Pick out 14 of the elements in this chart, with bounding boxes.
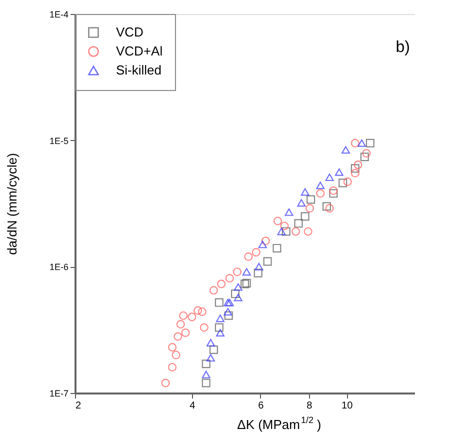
y-tick-label: 1E-7 [49, 388, 68, 398]
x-tick-label: 10 [342, 400, 354, 412]
x-tick-label: 2 [76, 400, 82, 412]
x-tick-label: 4 [190, 400, 196, 412]
legend-label: Si-killed [116, 62, 162, 78]
annotation: b) [396, 39, 410, 56]
x-tick-label: 8 [306, 400, 313, 412]
legend-label: VCD [116, 24, 144, 40]
y-tick-label: 1E-6 [49, 262, 68, 272]
y-tick-label: 1E-5 [49, 136, 68, 146]
legend-label: VCD+Al [116, 44, 163, 58]
y-axis-title: da/dN (mm/cycle) [4, 153, 20, 255]
y-tick-label: 1E-4 [49, 10, 68, 20]
x-tick-label: 6 [258, 400, 264, 412]
